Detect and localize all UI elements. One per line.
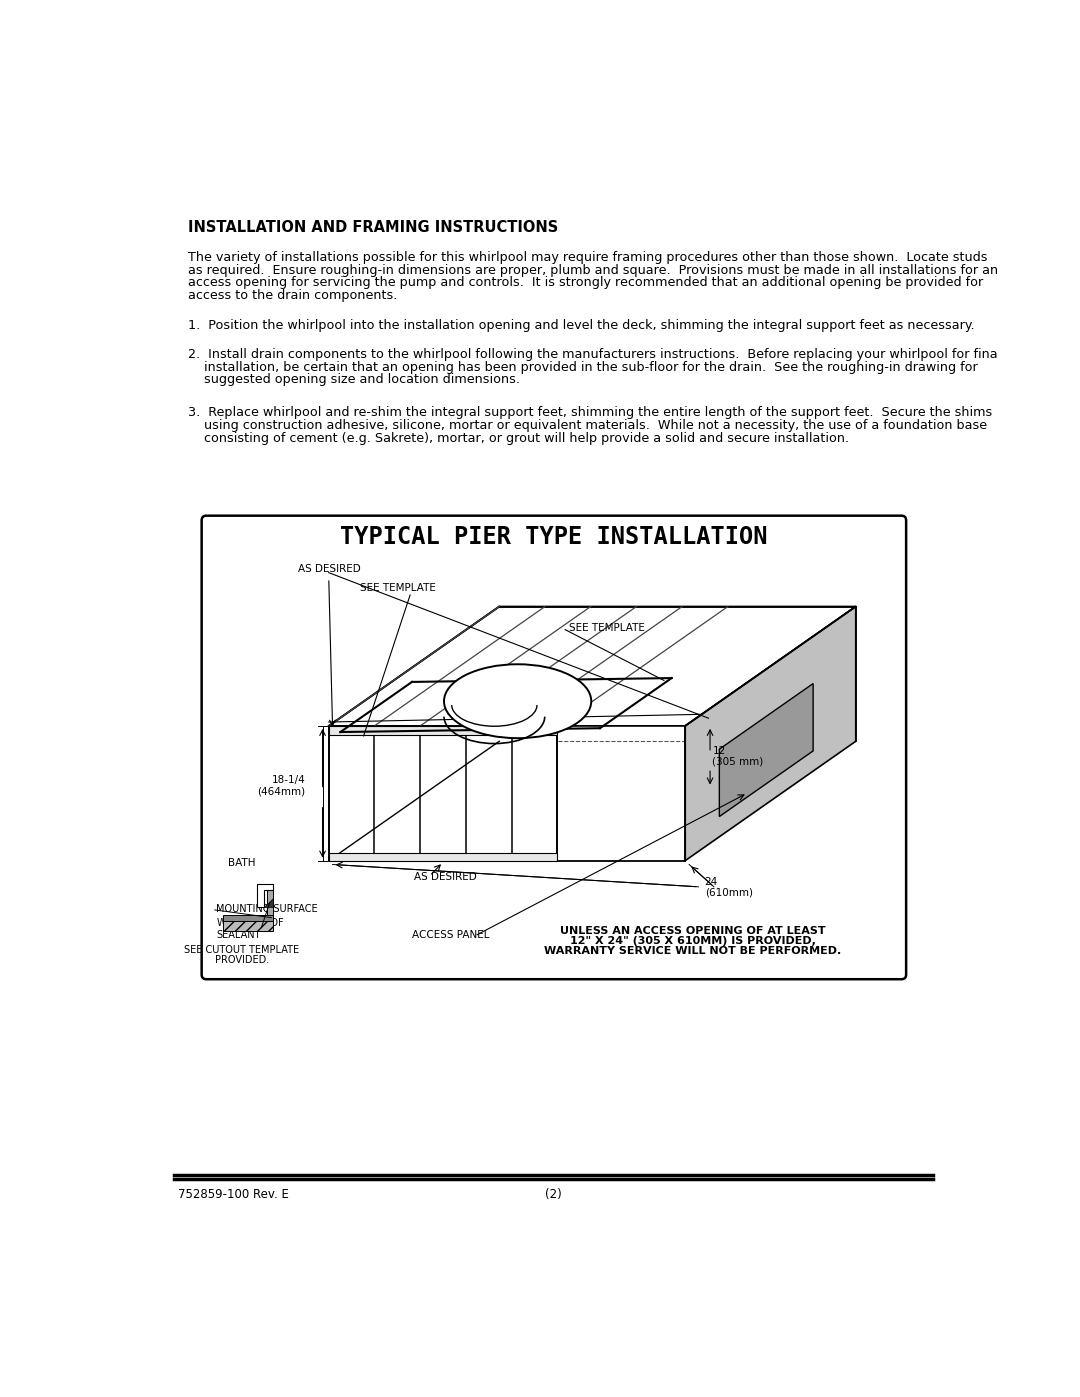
Polygon shape <box>267 887 273 915</box>
FancyBboxPatch shape <box>202 515 906 979</box>
Text: SEE TEMPLATE: SEE TEMPLATE <box>569 623 645 633</box>
Text: access opening for servicing the pump and controls.  It is strongly recommended : access opening for servicing the pump an… <box>188 277 983 289</box>
Text: UNLESS AN ACCESS OPENING OF AT LEAST: UNLESS AN ACCESS OPENING OF AT LEAST <box>561 926 826 936</box>
Text: WARRANTY SERVICE WILL NOT BE PERFORMED.: WARRANTY SERVICE WILL NOT BE PERFORMED. <box>544 946 841 956</box>
Text: 1.  Position the whirlpool into the installation opening and level the deck, shi: 1. Position the whirlpool into the insta… <box>188 319 974 331</box>
Text: WATERPROOF
SEALANT: WATERPROOF SEALANT <box>216 918 284 940</box>
Text: 12: 12 <box>713 746 726 756</box>
Text: (610mm): (610mm) <box>704 887 753 897</box>
Text: 12" X 24" (305 X 610MM) IS PROVIDED,: 12" X 24" (305 X 610MM) IS PROVIDED, <box>570 936 815 946</box>
Polygon shape <box>328 606 855 726</box>
Polygon shape <box>328 854 557 861</box>
Polygon shape <box>719 683 813 817</box>
Polygon shape <box>222 915 273 921</box>
Text: AS DESIRED: AS DESIRED <box>414 872 476 882</box>
Text: INSTALLATION AND FRAMING INSTRUCTIONS: INSTALLATION AND FRAMING INSTRUCTIONS <box>188 219 558 235</box>
Text: TYPICAL PIER TYPE INSTALLATION: TYPICAL PIER TYPE INSTALLATION <box>340 525 768 549</box>
Polygon shape <box>685 606 855 861</box>
Text: access to the drain components.: access to the drain components. <box>188 289 397 302</box>
Text: The variety of installations possible for this whirlpool may require framing pro: The variety of installations possible fo… <box>188 251 987 264</box>
Text: (2): (2) <box>545 1187 562 1201</box>
Text: SEE CUTOUT TEMPLATE: SEE CUTOUT TEMPLATE <box>185 946 299 956</box>
Text: installation, be certain that an opening has been provided in the sub-floor for : installation, be certain that an opening… <box>188 360 977 373</box>
Text: 2.  Install drain components to the whirlpool following the manufacturers instru: 2. Install drain components to the whirl… <box>188 348 997 360</box>
Text: AS DESIRED: AS DESIRED <box>298 564 361 574</box>
Text: 3.  Replace whirlpool and re-shim the integral support feet, shimming the entire: 3. Replace whirlpool and re-shim the int… <box>188 407 991 419</box>
Polygon shape <box>257 884 273 907</box>
Ellipse shape <box>444 664 591 738</box>
Text: BATH: BATH <box>228 858 256 869</box>
Text: SEE TEMPLATE: SEE TEMPLATE <box>360 584 435 594</box>
Text: PROVIDED.: PROVIDED. <box>215 956 269 965</box>
Text: (305 mm): (305 mm) <box>713 756 764 767</box>
Text: 18-1/4
(464mm): 18-1/4 (464mm) <box>257 775 306 796</box>
Text: 752859-100 Rev. E: 752859-100 Rev. E <box>177 1187 288 1201</box>
Polygon shape <box>222 921 273 932</box>
Polygon shape <box>328 726 557 861</box>
Text: suggested opening size and location dimensions.: suggested opening size and location dime… <box>188 373 519 386</box>
Text: ACCESS PANEL: ACCESS PANEL <box>413 930 490 940</box>
Text: consisting of cement (e.g. Sakrete), mortar, or grout will help provide a solid : consisting of cement (e.g. Sakrete), mor… <box>188 432 849 444</box>
Text: 24: 24 <box>704 877 718 887</box>
Polygon shape <box>328 726 557 735</box>
Text: MOUNTING SURFACE: MOUNTING SURFACE <box>216 904 318 914</box>
Text: as required.  Ensure roughing-in dimensions are proper, plumb and square.  Provi: as required. Ensure roughing-in dimensio… <box>188 264 998 277</box>
Polygon shape <box>264 898 273 907</box>
Text: using construction adhesive, silicone, mortar or equivalent materials.  While no: using construction adhesive, silicone, m… <box>188 419 987 432</box>
